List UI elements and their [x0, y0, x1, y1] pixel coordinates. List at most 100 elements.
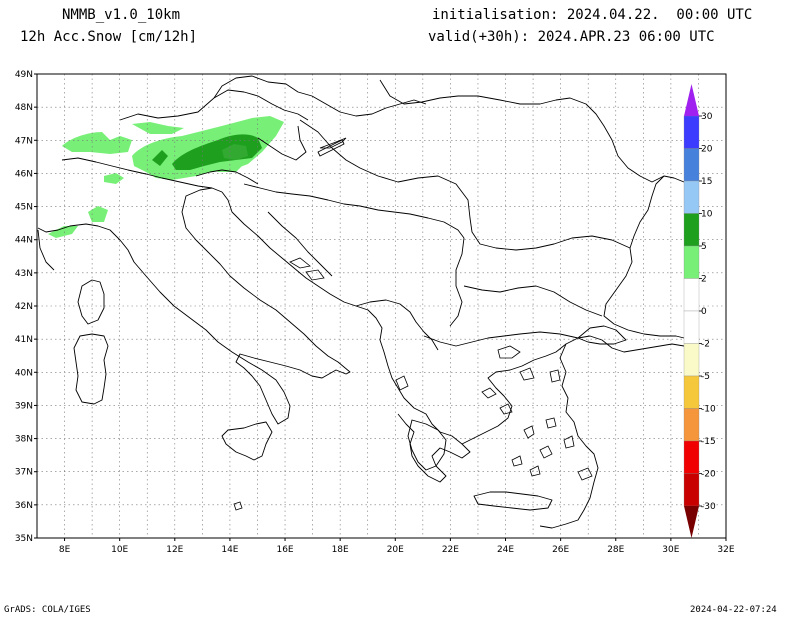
snow-area-maritime-alps	[48, 226, 78, 238]
legend-band	[683, 310, 700, 344]
legend-band	[683, 180, 700, 214]
lon-label: 16E	[276, 545, 293, 555]
field-name: 12h Acc.Snow [cm/12h]	[20, 29, 198, 45]
lon-label: 26E	[552, 545, 569, 555]
snow-area-slovenia	[208, 160, 244, 172]
legend-label: 5	[701, 242, 707, 252]
border-swiss-italy	[61, 157, 213, 189]
legend-band	[683, 278, 700, 312]
island-3	[523, 425, 535, 439]
legend-label: -5	[701, 372, 710, 382]
legend-band	[683, 148, 700, 182]
lat-label: 37N	[15, 468, 33, 478]
lat-label: 41N	[15, 335, 33, 345]
island-7	[511, 455, 523, 467]
border-bulgaria	[463, 285, 603, 317]
coast-crete	[473, 491, 553, 511]
lon-label: 10E	[111, 545, 128, 555]
legend-label: 30	[701, 112, 713, 122]
legend-band	[683, 343, 700, 377]
footer-credit: GrADS: COLA/IGES	[4, 605, 91, 615]
island-10	[519, 367, 535, 381]
border-slovenia	[195, 169, 259, 185]
legend-band	[683, 245, 700, 279]
island-15	[319, 137, 347, 149]
island-2	[499, 403, 513, 415]
lon-label: 28E	[607, 545, 624, 555]
lon-label: 24E	[497, 545, 514, 555]
legend-label: 20	[701, 145, 713, 155]
island-11	[549, 369, 561, 383]
greek-islands	[233, 137, 593, 511]
legend-band	[683, 473, 700, 507]
coast-sicily	[221, 421, 273, 461]
lon-label: 12E	[166, 545, 183, 555]
coast-ligurian-west	[37, 229, 55, 271]
coast-ligurian-italy-adriatic	[37, 187, 351, 425]
border-serbia-south	[449, 237, 465, 327]
snow-area-alps-north	[132, 122, 184, 134]
lat-label: 45N	[15, 203, 33, 213]
lat-label: 36N	[15, 501, 33, 511]
border-austria-north	[119, 89, 309, 121]
legend-label: 0	[701, 307, 707, 317]
island-1	[481, 387, 497, 399]
legend-band	[683, 213, 700, 247]
coast-sea-of-marmara	[577, 325, 627, 345]
longitude-labels: 8E 10E 12E 14E 16E 18E 20E 22E 24E 26E 28E 30E 32E	[59, 538, 735, 555]
footer-timestamp: 2024-04-22-07:24	[690, 605, 777, 615]
lat-label: 49N	[15, 70, 33, 80]
lat-label: 39N	[15, 401, 33, 411]
island-6	[563, 435, 575, 449]
coast-aegean-turkey	[461, 335, 685, 445]
coast-sardinia	[73, 333, 109, 405]
coast-balkan-adriatic	[221, 191, 471, 483]
island-8	[529, 465, 541, 477]
lat-label: 48N	[15, 103, 33, 113]
island-4	[545, 417, 557, 429]
lat-label: 44N	[15, 236, 33, 246]
legend-top-arrow	[684, 84, 699, 116]
lat-label: 43N	[15, 269, 33, 279]
legend-label: -30	[701, 502, 716, 512]
snow-area-isolated-1	[104, 173, 124, 184]
lon-label: 18E	[332, 545, 349, 555]
legend-label: 15	[701, 177, 712, 187]
island-14	[233, 501, 243, 511]
island-12	[577, 467, 593, 481]
lon-label: 8E	[59, 545, 71, 555]
snow-moderate-areas	[152, 134, 262, 170]
legend-band	[683, 408, 700, 442]
snow-area-core-2	[152, 150, 168, 166]
legend-label: 2	[701, 275, 707, 285]
island-16	[289, 257, 311, 269]
legend-bottom-arrow	[684, 506, 699, 538]
island-17	[305, 269, 325, 281]
lake-balaton	[317, 139, 345, 157]
border-czech-slovakia	[213, 75, 427, 117]
legend-band	[683, 375, 700, 409]
border-bosnia	[267, 211, 333, 277]
island-9	[497, 345, 521, 359]
border-macedonia-greece	[423, 331, 579, 347]
border-croatia-serbia	[243, 183, 465, 239]
latitude-labels: 49N 48N 47N 46N 45N 44N 43N 42N 41N 40N 39N 38N 37N 3…	[15, 70, 37, 544]
lat-label: 40N	[15, 368, 33, 378]
snow-light-areas	[48, 116, 284, 238]
border-montenegro-albania	[355, 299, 439, 351]
coast-black-sea	[603, 175, 685, 339]
lon-label: 30E	[662, 545, 679, 555]
coast-turkey-west	[539, 343, 599, 529]
border-hungary-romania	[299, 119, 631, 251]
lat-label: 38N	[15, 435, 33, 445]
legend-label: -10	[701, 405, 716, 415]
lon-label: 22E	[442, 545, 459, 555]
model-name: NMMB_v1.0_10km	[62, 7, 181, 23]
lat-label: 42N	[15, 302, 33, 312]
legend-band	[683, 440, 700, 474]
lon-label: 14E	[221, 545, 238, 555]
graticule	[37, 74, 726, 538]
border-austria-hungary	[257, 125, 307, 161]
